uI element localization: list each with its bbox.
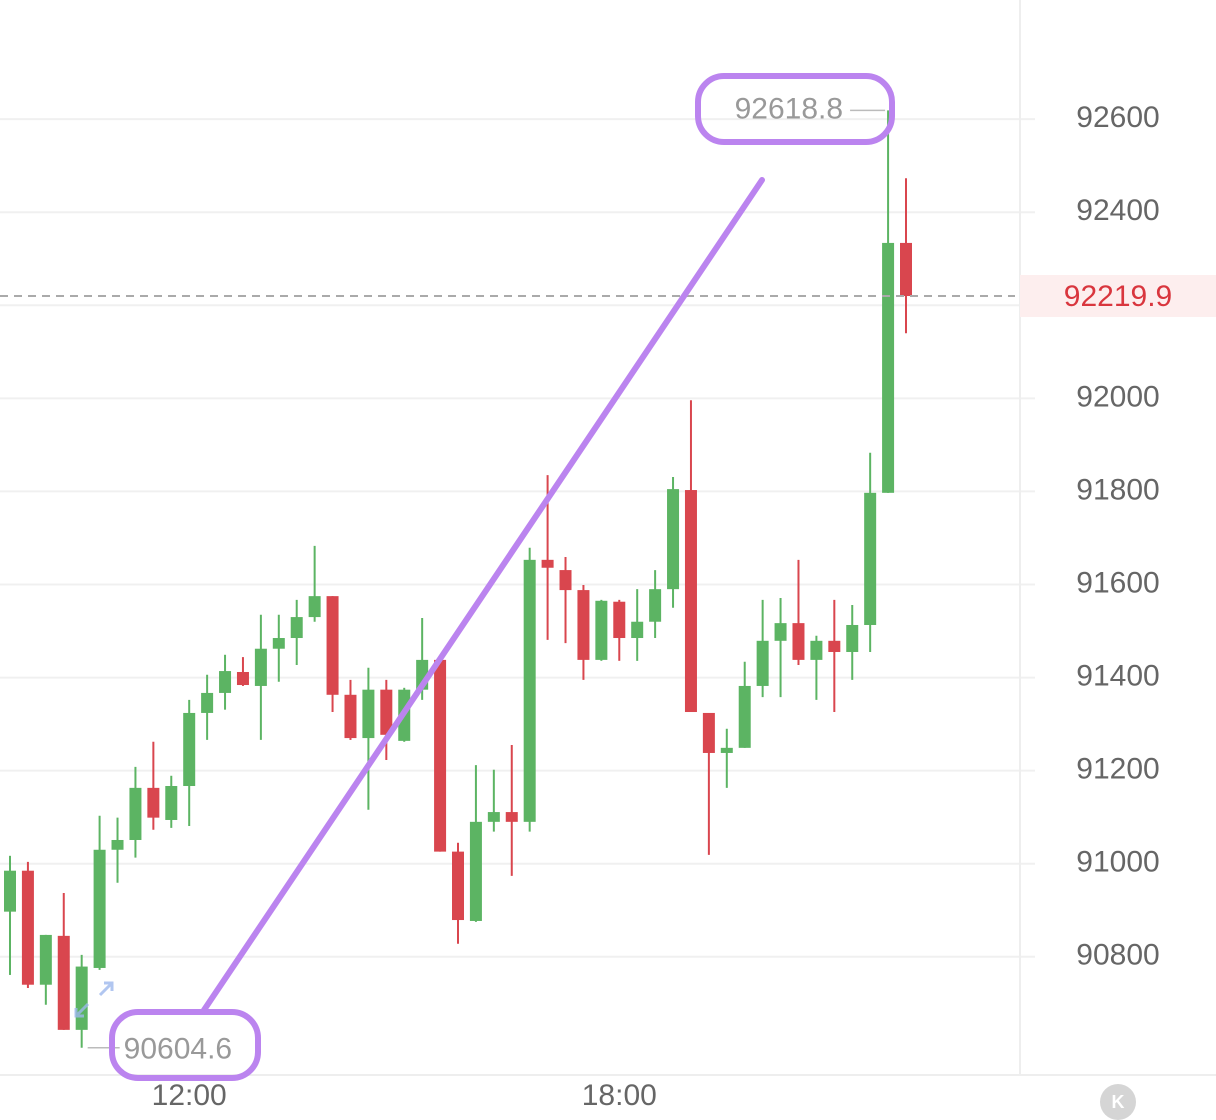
candle-body	[774, 623, 787, 641]
candle-body	[684, 490, 697, 713]
candle-body	[147, 787, 160, 818]
candle-body	[900, 242, 912, 297]
max-label: 92618.8	[735, 92, 843, 125]
drawn-circle	[695, 73, 895, 145]
y-tick-label: 90800	[1076, 939, 1159, 972]
candle-body	[452, 851, 464, 921]
candle-body	[505, 812, 518, 822]
y-tick-label: 91600	[1076, 566, 1159, 599]
y-tick-label: 91800	[1076, 473, 1159, 506]
candle-body	[254, 648, 267, 686]
y-tick-label: 92400	[1076, 194, 1159, 227]
last-price-box	[1020, 275, 1216, 318]
candle-body	[487, 812, 500, 822]
candle-body	[631, 621, 644, 639]
candle-body	[469, 821, 482, 921]
candle-body	[111, 839, 124, 850]
drawn-line	[201, 177, 765, 1013]
candle-body	[236, 671, 249, 686]
candle-body	[57, 935, 70, 1030]
candle-body	[864, 492, 877, 625]
grid	[0, 118, 1035, 958]
candle-body	[129, 787, 142, 840]
candle-body	[21, 870, 34, 985]
candle-body	[702, 712, 715, 753]
candle-body	[720, 747, 733, 753]
candle-body	[219, 671, 232, 693]
candle-body	[75, 966, 88, 1030]
candle-body	[541, 559, 554, 568]
y-tick-label: 91400	[1076, 659, 1159, 692]
candle-body	[846, 624, 859, 652]
candle-body	[183, 712, 196, 787]
candle-body	[4, 870, 16, 912]
candle-body	[93, 849, 106, 968]
y-tick-label: 91000	[1076, 846, 1159, 879]
candle-body	[649, 589, 662, 622]
candle-body	[201, 692, 214, 713]
candle-body	[559, 570, 572, 591]
candle-body	[308, 596, 321, 618]
candle-body	[344, 694, 357, 739]
x-tick-label: 12:00	[152, 1079, 227, 1112]
candle-body	[272, 638, 285, 649]
k-button[interactable]	[1100, 1084, 1136, 1120]
y-tick-label: 92000	[1076, 380, 1159, 413]
candle-body	[613, 601, 626, 639]
candle-body	[828, 640, 841, 652]
candle-body	[362, 689, 375, 739]
x-tick-label: 18:00	[582, 1079, 657, 1112]
candle-body	[810, 640, 823, 660]
expand-icon	[74, 981, 114, 1018]
overlay: 92219.9 92618.8 90604.6	[0, 73, 1216, 1081]
candle-body	[165, 786, 178, 820]
candle-body	[326, 596, 339, 695]
candle-body	[39, 934, 52, 985]
candle-body	[882, 242, 895, 493]
candle-body	[595, 600, 608, 660]
y-tick-label: 91200	[1076, 753, 1159, 786]
k-button-icon: K	[1112, 1092, 1125, 1112]
candle-body	[756, 640, 769, 686]
y-tick-label: 92600	[1076, 101, 1159, 134]
candle-body	[434, 659, 447, 852]
candle-body	[523, 559, 536, 822]
candle-body	[380, 689, 393, 735]
candle-body	[577, 590, 590, 660]
min-label: 90604.6	[124, 1033, 232, 1066]
drawn-circle	[109, 1009, 261, 1081]
candles	[4, 110, 912, 1048]
candle-body	[290, 617, 303, 639]
last-price-label: 92219.9	[1064, 280, 1172, 313]
candle-body	[738, 685, 751, 748]
candle-body	[792, 623, 805, 660]
y-ticks: 9080091000912009140091600918009200092200…	[152, 101, 1160, 1112]
candle-body	[667, 489, 680, 590]
